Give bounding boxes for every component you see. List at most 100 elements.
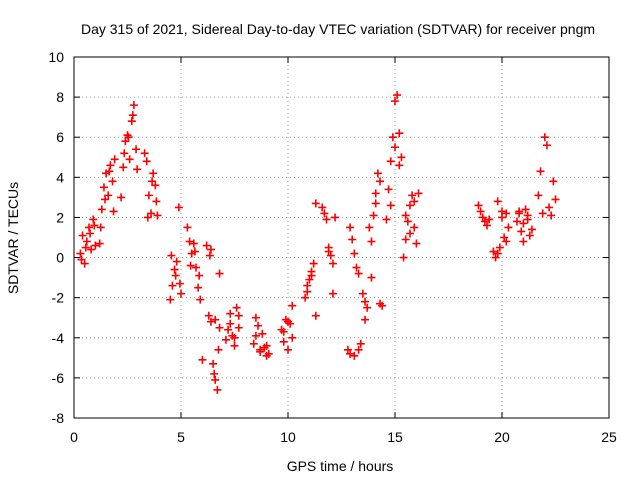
data-point bbox=[388, 133, 397, 142]
data-point bbox=[101, 195, 110, 204]
data-point bbox=[542, 141, 551, 150]
x-tick-label: 10 bbox=[280, 429, 296, 445]
data-point bbox=[210, 369, 219, 378]
y-tick-label: -6 bbox=[52, 370, 65, 386]
data-point bbox=[474, 201, 483, 210]
data-point bbox=[230, 341, 239, 350]
data-point bbox=[78, 231, 87, 240]
data-point bbox=[410, 223, 419, 232]
data-point bbox=[80, 259, 89, 268]
data-point bbox=[170, 265, 179, 274]
data-point bbox=[121, 137, 130, 146]
y-tick-label: 8 bbox=[56, 89, 64, 105]
data-point bbox=[151, 181, 160, 190]
plot-frame bbox=[73, 56, 610, 419]
data-point bbox=[395, 161, 404, 170]
x-tick-label: 20 bbox=[494, 429, 510, 445]
data-point bbox=[109, 207, 118, 216]
data-point bbox=[256, 347, 265, 356]
data-point bbox=[215, 323, 224, 332]
data-point bbox=[519, 219, 528, 228]
data-point bbox=[545, 203, 554, 212]
x-tick-label: 15 bbox=[387, 429, 403, 445]
data-point bbox=[307, 271, 316, 280]
data-point bbox=[215, 269, 224, 278]
data-point bbox=[106, 161, 115, 170]
data-point bbox=[326, 251, 335, 260]
y-tick-label: -8 bbox=[52, 410, 65, 426]
data-point bbox=[305, 275, 314, 284]
data-point bbox=[214, 345, 223, 354]
data-point bbox=[171, 271, 180, 280]
data-point bbox=[346, 349, 355, 358]
data-point bbox=[551, 195, 560, 204]
data-point bbox=[491, 253, 500, 262]
data-point bbox=[232, 303, 241, 312]
data-point bbox=[174, 203, 183, 212]
data-point bbox=[89, 215, 98, 224]
data-point bbox=[202, 241, 211, 250]
data-point bbox=[177, 289, 185, 298]
data-point bbox=[489, 247, 498, 256]
chart-title: Day 315 of 2021, Sidereal Day-to-day VTE… bbox=[81, 21, 595, 37]
data-point bbox=[405, 201, 414, 210]
data-point bbox=[264, 349, 273, 358]
data-point bbox=[206, 317, 215, 326]
data-point bbox=[104, 191, 113, 200]
data-point bbox=[547, 211, 556, 220]
data-point bbox=[393, 91, 402, 100]
data-point bbox=[502, 209, 511, 218]
data-point bbox=[523, 211, 532, 220]
data-point bbox=[91, 241, 100, 250]
data-point bbox=[328, 289, 337, 298]
data-point bbox=[284, 317, 292, 326]
data-point bbox=[399, 253, 408, 262]
y-axis-ticks: -8 -6 -4 -2 0 2 4 6 8 10 bbox=[48, 49, 609, 426]
data-point bbox=[515, 207, 524, 216]
data-point bbox=[76, 249, 85, 258]
data-point bbox=[211, 315, 220, 324]
data-point bbox=[363, 303, 372, 312]
data-point bbox=[119, 163, 128, 172]
data-point bbox=[168, 281, 177, 290]
data-point bbox=[224, 325, 233, 334]
data-point bbox=[485, 215, 494, 224]
data-point bbox=[498, 213, 506, 222]
data-point bbox=[517, 227, 526, 236]
data-point bbox=[414, 189, 423, 198]
data-point bbox=[125, 155, 134, 164]
data-point bbox=[301, 293, 310, 302]
data-point bbox=[350, 351, 359, 360]
data-point bbox=[318, 203, 327, 212]
data-point bbox=[140, 149, 149, 158]
data-point bbox=[352, 263, 361, 272]
data-point bbox=[189, 239, 198, 248]
data-point bbox=[397, 153, 406, 162]
data-point bbox=[382, 215, 391, 224]
data-point bbox=[309, 259, 318, 268]
data-point bbox=[480, 217, 489, 226]
data-point bbox=[348, 235, 357, 244]
data-point bbox=[303, 287, 312, 296]
data-point bbox=[147, 209, 156, 218]
data-point bbox=[371, 199, 380, 208]
data-point bbox=[172, 257, 181, 266]
x-axis-label: GPS time / hours bbox=[287, 458, 394, 474]
data-point bbox=[408, 191, 417, 200]
y-axis-label: SDTVAR / TECUs bbox=[5, 182, 21, 294]
data-point bbox=[262, 341, 271, 350]
data-point bbox=[120, 149, 129, 158]
data-point bbox=[410, 197, 419, 206]
data-point bbox=[493, 249, 502, 258]
data-point bbox=[148, 177, 157, 186]
data-point bbox=[251, 313, 260, 322]
data-point bbox=[476, 207, 485, 216]
data-point bbox=[204, 311, 213, 320]
data-point bbox=[521, 205, 530, 214]
data-point bbox=[226, 319, 235, 328]
data-point bbox=[504, 223, 513, 232]
data-point bbox=[82, 237, 91, 246]
data-point bbox=[221, 335, 230, 344]
data-point bbox=[525, 231, 534, 240]
